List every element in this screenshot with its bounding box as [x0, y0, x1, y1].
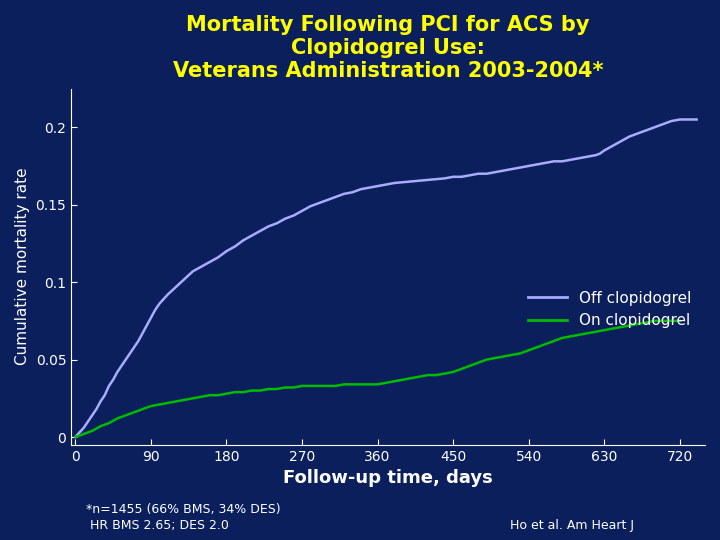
- Y-axis label: Cumulative mortality rate: Cumulative mortality rate: [15, 168, 30, 366]
- Text: *n=1455 (66% BMS, 34% DES): *n=1455 (66% BMS, 34% DES): [86, 503, 281, 516]
- Text: Ho et al. Am Heart J: Ho et al. Am Heart J: [510, 519, 634, 532]
- Text: HR BMS 2.65; DES 2.0: HR BMS 2.65; DES 2.0: [86, 519, 229, 532]
- Legend: Off clopidogrel, On clopidogrel: Off clopidogrel, On clopidogrel: [522, 285, 698, 334]
- Title: Mortality Following PCI for ACS by
Clopidogrel Use:
Veterans Administration 2003: Mortality Following PCI for ACS by Clopi…: [173, 15, 603, 82]
- X-axis label: Follow-up time, days: Follow-up time, days: [283, 469, 493, 487]
